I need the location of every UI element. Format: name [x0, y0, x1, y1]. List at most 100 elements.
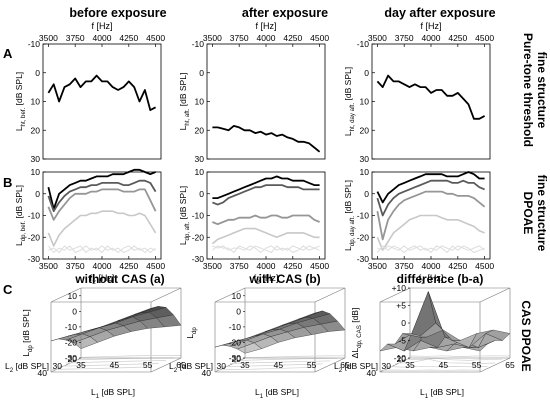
row-a-after-frame — [206, 43, 326, 160]
row-c-without-cas-box-edge — [150, 287, 182, 303]
row-c-with-cas-floor-contour — [237, 357, 338, 361]
row-c-with-cas-floor-contour — [244, 355, 346, 358]
row-c-with-cas-l2-tick-label: 40 — [202, 368, 212, 378]
row-a-day-after-ytick-label: 0 — [364, 68, 369, 78]
row-b-before-xtick-label: 4000 — [93, 261, 112, 271]
row-c-with-cas-floor-contour — [229, 360, 331, 364]
row-b-day-after-ylabel-group: Ldp, day aft. [dB SPL] — [343, 180, 356, 251]
row-c-without-cas-ztick-label: -10 — [65, 322, 78, 332]
row-b-xlabel-sub: 2 — [421, 279, 425, 286]
row-b-after-series-line-1 — [212, 184, 320, 206]
row-b-day-after-xtick-label: 4000 — [422, 261, 441, 271]
row-c-with-cas-l1-label-unit: [dB SPL] — [263, 387, 299, 397]
row-c-difference-floor-contour — [394, 358, 496, 364]
row-c-without-cas-l2-label-sub: 2 — [10, 367, 14, 374]
row-c-without-cas-l1-tick-label: 45 — [110, 360, 120, 370]
row-c-difference-zlabel-sub: dp, CAS — [356, 325, 363, 348]
row-c-without-cas-floor-contour — [58, 363, 159, 367]
row-c-difference-l2-label-group: L2 [dB SPL] — [334, 361, 378, 374]
row-c-difference-l2-label: L2 [dB SPL] — [334, 361, 378, 374]
row-c-difference-surface-patch — [485, 329, 511, 341]
row-b-before-series-line-3 — [47, 210, 157, 247]
row-a-before-ylabel-unit: [dB SPL] — [14, 72, 24, 108]
row-c-with-cas-ztick-label: 0 — [236, 306, 241, 316]
row-c-with-cas-l2-tick-label: 30 — [217, 361, 227, 371]
row-b-day-after-ytick-label: 10 — [360, 167, 370, 177]
row-c-with-cas-l1-label: L1 [dB SPL] — [255, 387, 299, 400]
row-a-before-ylabel: Lht, bef. [dB SPL] — [14, 72, 27, 131]
row-c-without-cas-l2-label: L2 [dB SPL] — [5, 361, 49, 374]
row-c-with-cas-l1-tick-label: 35 — [240, 360, 250, 370]
row-a-after-ylabel-sub: ht, aft. — [184, 108, 191, 125]
row-c-with-cas-l1-tick-label: 55 — [307, 360, 317, 370]
row-c-without-cas-ztick-label: 10 — [68, 291, 78, 301]
row-a-day-after-xtick-label: 3500 — [368, 33, 387, 43]
row-c-with-cas-l2-label-sub: 2 — [174, 367, 178, 374]
row-b-day-after-ytick-label: 0 — [364, 189, 369, 199]
row-a-after-xtick-label: 3500 — [203, 33, 222, 43]
row-b-day-after-ytick-label: -20 — [357, 232, 370, 242]
row-b-after-ylabel-sub: dp, aft. — [184, 221, 191, 240]
row-b-day-after-series-line-4 — [377, 245, 485, 251]
row-b-day-after-ytick-label: -30 — [357, 254, 370, 264]
row-c-without-cas-l1-label-unit: [dB SPL] — [99, 387, 135, 397]
row-b-after-ytick-label: -30 — [192, 254, 205, 264]
row-b-before-xtick-label: 3750 — [66, 261, 85, 271]
row-a-day-after-ylabel-sub: ht, day aft. — [349, 103, 356, 132]
row-c-with-cas-l1-tick-label: 45 — [274, 360, 284, 370]
row-a-day-after-ylabel-group: Lht, day aft. [dB SPL] — [343, 67, 356, 136]
row-c-without-cas-floor-contour — [80, 355, 182, 358]
row-a-day-after-xtick-label: 3750 — [395, 33, 414, 43]
row-a-before-ylabel-group: Lht, bef. [dB SPL] — [14, 72, 27, 131]
row-a-before-ylabel-sub: ht, bef. — [20, 107, 27, 126]
row-b-before-ytick-label: -10 — [28, 211, 41, 221]
row-c-difference-l2-label-main: L — [334, 361, 339, 371]
row-b-before-series-line-1 — [47, 179, 157, 213]
row-a-after-ytick-label: 30 — [195, 154, 205, 164]
row-a-after-ytick-label: 0 — [199, 68, 204, 78]
row-b-after-series-line-5 — [212, 245, 320, 253]
row-a-day-after-xtick-label: 4500 — [475, 33, 494, 43]
row-b-day-after-ylabel-main: L — [343, 246, 353, 251]
row-title-b-line1: DPOAE — [521, 192, 535, 235]
row-b-before-series-line-2 — [47, 188, 157, 221]
row-b-after-xlabel: f2 [Hz] — [254, 273, 279, 286]
row-a-after-ylabel-unit: [dB SPL] — [178, 73, 188, 109]
row-c-without-cas-l1-tick-label: 55 — [143, 360, 153, 370]
row-a-day-after-ytick-label: -10 — [357, 39, 370, 49]
row-b-after-series-line-2 — [212, 214, 320, 226]
row-c-with-cas-ztick-label: 10 — [232, 291, 242, 301]
panel-letter-c: C — [3, 282, 13, 297]
row-c-with-cas-box-edge — [214, 287, 246, 303]
row-c-without-cas-l1-label-main: L — [91, 387, 96, 397]
row-c-without-cas-l1-label: L1 [dB SPL] — [91, 387, 135, 400]
row-c-without-cas-zlabel: Ldp [dB SPL] — [21, 309, 34, 356]
row-a-after-ytick-label: 20 — [195, 125, 205, 135]
row-a-day-after-ylabel: Lht, day aft. [dB SPL] — [343, 67, 356, 136]
row-c-without-cas-ztick-label: -20 — [65, 337, 78, 347]
row-c-with-cas-box-edge — [314, 357, 346, 373]
row-c-without-cas-box-edge — [50, 287, 82, 303]
row-c-with-cas-l1-label-main: L — [255, 387, 260, 397]
row-b-after-ytick-label: 0 — [199, 189, 204, 199]
row-b-after-ytick-label: -20 — [192, 232, 205, 242]
row-b-before-xtick-label: 4500 — [146, 261, 165, 271]
row-c-difference-l1-tick-label: 55 — [472, 360, 482, 370]
row-c-with-cas-zlabel-group: Ldp — [185, 327, 198, 339]
row-b-after-xtick-label: 4500 — [310, 261, 329, 271]
row-a-after-ylabel: Lht, aft. [dB SPL] — [178, 73, 191, 131]
row-c-without-cas-l2-label-main: L — [5, 361, 10, 371]
row-c-difference-l1-label-main: L — [420, 387, 425, 397]
row-b-after-ylabel-main: L — [178, 240, 188, 245]
row-b-day-after-xtick-label: 4500 — [475, 261, 494, 271]
row-c-difference-zlabel: ΔLdp, CAS [dB] — [350, 308, 363, 359]
row-c-without-cas-l2-tick-label: 40 — [38, 368, 48, 378]
row-b-day-after-xtick-label: 3500 — [368, 261, 387, 271]
row-c-difference-box-edge — [479, 357, 511, 373]
row-c-with-cas-l1-tick-label: 65 — [340, 360, 350, 370]
row-c-with-cas-zlabel-sub: dp — [191, 327, 198, 334]
row-a-after-top-axis-label: f [Hz] — [255, 21, 276, 31]
row-a-after-ytick-label: -10 — [192, 39, 205, 49]
row-b-day-after-series-line-0 — [376, 171, 485, 204]
